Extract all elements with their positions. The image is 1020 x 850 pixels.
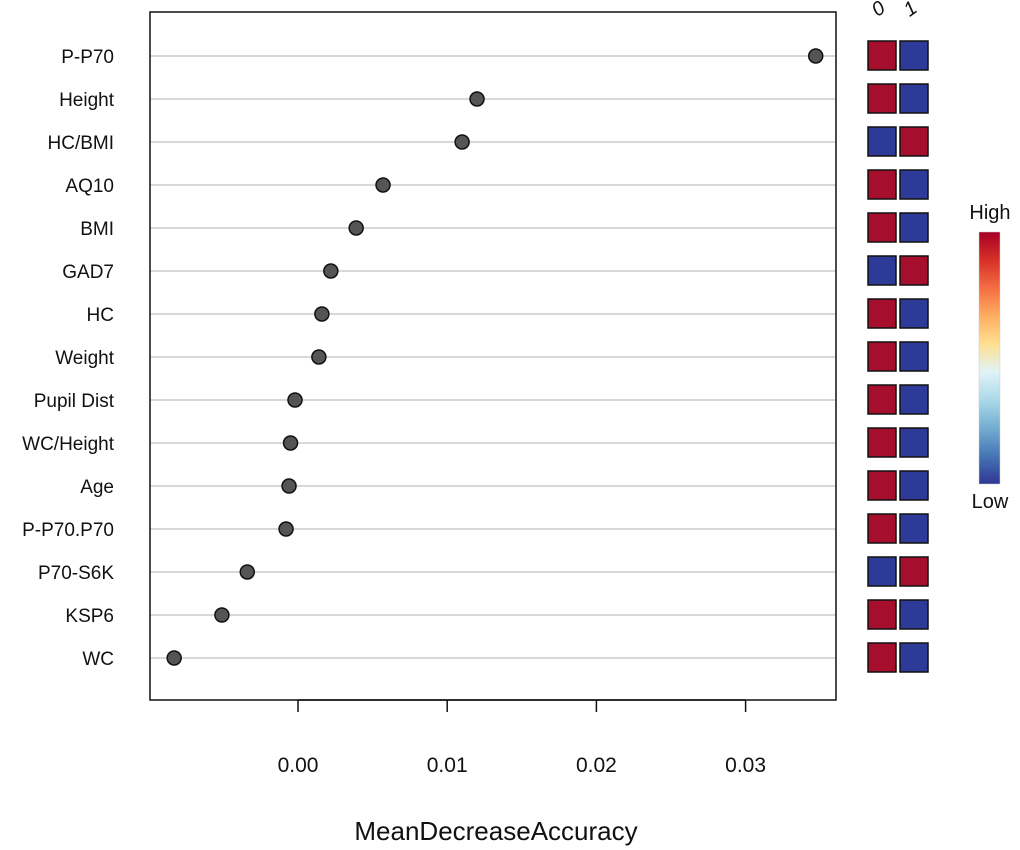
y-tick-label: HC bbox=[87, 305, 114, 326]
y-tick-label: WC bbox=[82, 649, 114, 670]
data-point bbox=[375, 177, 391, 193]
y-tick-label: WC/Height bbox=[22, 434, 115, 455]
x-axis: 0.00 0.01 0.02 0.03 bbox=[278, 699, 766, 777]
plot-frame bbox=[149, 11, 837, 701]
heatmap-cell bbox=[867, 427, 897, 458]
data-point bbox=[281, 478, 297, 494]
data-point bbox=[807, 48, 824, 64]
x-tick-label: 0.01 bbox=[427, 754, 468, 777]
heatmap-cell bbox=[899, 599, 929, 630]
data-point bbox=[214, 607, 230, 623]
heatmap-cell bbox=[867, 599, 897, 630]
heatmap-cell bbox=[899, 126, 929, 157]
data-point bbox=[469, 91, 485, 107]
y-tick-label: GAD7 bbox=[62, 262, 114, 283]
x-axis-title: MeanDecreaseAccuracy bbox=[354, 816, 637, 846]
y-tick-label: P-P70.P70 bbox=[22, 520, 114, 541]
heatmap-cell bbox=[867, 255, 897, 286]
data-point bbox=[166, 650, 182, 666]
heatmap-cell bbox=[867, 642, 897, 673]
y-tick-label: P-P70 bbox=[61, 47, 114, 68]
y-tick-label: HC/BMI bbox=[48, 133, 115, 154]
heatmap-cell bbox=[899, 470, 929, 501]
y-tick-label: KSP6 bbox=[65, 606, 114, 627]
data-point bbox=[323, 263, 339, 279]
data-point bbox=[239, 564, 256, 580]
heatmap-cell bbox=[867, 341, 897, 372]
heatmap-cell bbox=[899, 513, 929, 544]
color-legend: High Low bbox=[969, 202, 1010, 513]
x-tick-label: 0.03 bbox=[725, 754, 766, 777]
data-point bbox=[278, 521, 294, 537]
y-axis-labels: P-P70 Height HC/BMI AQ10 BMI GAD7 HC Weight Pupi… bbox=[22, 47, 115, 670]
heatmap-cell bbox=[899, 298, 929, 329]
y-tick-label: Height bbox=[59, 90, 115, 111]
heatmap-cell bbox=[899, 642, 929, 673]
y-tick-label: Weight bbox=[55, 348, 115, 369]
heatmap-cell bbox=[867, 40, 897, 71]
x-tick-label: 0.00 bbox=[278, 754, 319, 777]
heatmap-cell bbox=[899, 427, 929, 458]
heatmap-cell bbox=[899, 255, 929, 286]
heatmap-column-label: 1 bbox=[900, 0, 922, 21]
x-tick-label: 0.02 bbox=[576, 754, 617, 777]
y-tick-label: BMI bbox=[80, 219, 114, 240]
heatmap-cell bbox=[867, 83, 897, 114]
heatmap-cell bbox=[899, 556, 929, 587]
gridlines bbox=[150, 55, 836, 659]
heatmap-cell bbox=[899, 212, 929, 243]
data-point bbox=[314, 306, 330, 322]
data-points bbox=[166, 48, 824, 666]
data-point bbox=[454, 134, 470, 150]
heatmap-cell bbox=[867, 384, 897, 415]
legend-high-label: High bbox=[969, 202, 1010, 224]
heatmap-cell bbox=[867, 126, 897, 157]
heatmap-cell bbox=[867, 169, 897, 200]
heatmap-cell bbox=[867, 298, 897, 329]
heatmap-cell bbox=[867, 470, 897, 501]
data-point bbox=[282, 435, 299, 451]
heatmap-column-label: 0 bbox=[868, 0, 890, 21]
heatmap-cell bbox=[899, 83, 929, 114]
legend-low-label: Low bbox=[972, 491, 1009, 513]
heatmap-cell bbox=[899, 169, 929, 200]
heatmap-cell bbox=[899, 341, 929, 372]
heatmap-cell bbox=[867, 212, 897, 243]
data-point bbox=[311, 349, 327, 365]
data-point bbox=[287, 392, 303, 408]
y-tick-label: Age bbox=[80, 477, 114, 498]
heatmap-cell bbox=[867, 513, 897, 544]
heatmap-cell bbox=[867, 556, 897, 587]
heatmap-cell bbox=[899, 384, 929, 415]
data-point bbox=[348, 220, 364, 236]
y-tick-label: Pupil Dist bbox=[34, 391, 115, 412]
y-tick-label: P70-S6K bbox=[38, 563, 114, 584]
y-tick-label: AQ10 bbox=[65, 176, 114, 197]
heatmap-cell bbox=[899, 40, 929, 71]
legend-colorbar bbox=[978, 231, 1001, 485]
